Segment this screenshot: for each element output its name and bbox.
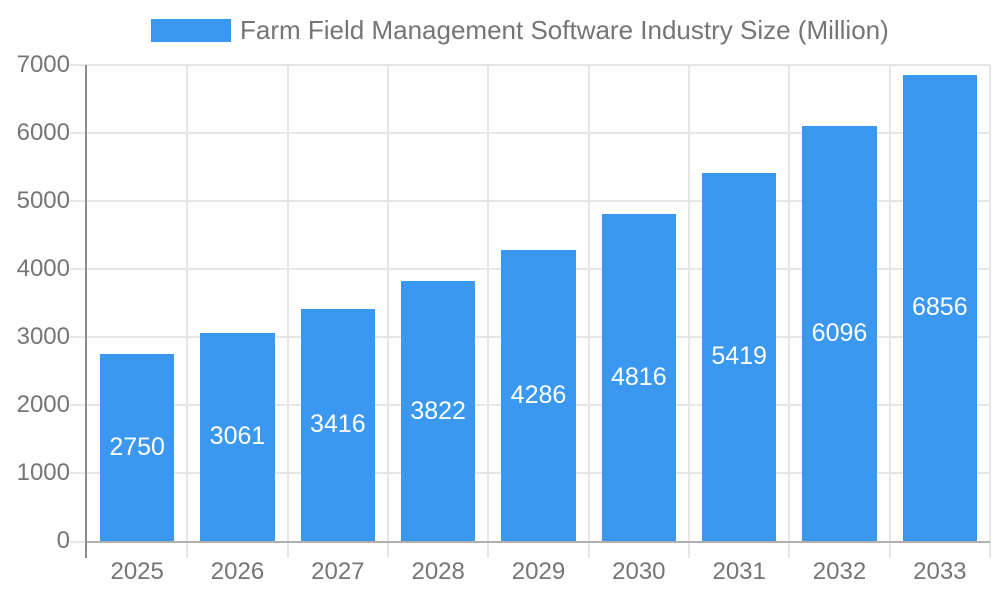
chart-legend[interactable]: Farm Field Management Software Industry …: [151, 14, 889, 45]
x-axis-tick-label: 2026: [210, 558, 265, 585]
bar-2026[interactable]: 3061: [200, 332, 275, 541]
y-axis-tick-label: 6000: [16, 119, 70, 146]
x-axis-tick-label: 2030: [612, 558, 666, 585]
bar-value-label: 3822: [410, 396, 466, 425]
bar-value-label: 2750: [109, 433, 165, 461]
x-axis-tick-label: 2029: [511, 558, 566, 585]
y-axis-tick-label: 4000: [16, 255, 70, 282]
y-axis-tick-label: 5000: [16, 187, 70, 214]
bar-2025[interactable]: 2750: [100, 354, 175, 541]
x-gridline: [989, 65, 991, 558]
x-gridline: [788, 65, 791, 558]
y-axis-tick-label: 2000: [16, 391, 70, 418]
x-gridline: [487, 65, 490, 558]
y-gridline: [70, 64, 990, 66]
x-axis-tick-label: 2031: [712, 558, 766, 585]
x-gridline: [587, 65, 590, 558]
bar-2028[interactable]: 3822: [401, 281, 476, 541]
x-gridline: [687, 65, 690, 558]
bar-value-label: 6856: [912, 293, 968, 322]
bar-2029[interactable]: 4286: [501, 249, 576, 541]
x-axis-tick-label: 2027: [311, 558, 365, 585]
y-axis-tick-label: 3000: [16, 323, 70, 350]
y-axis-tick-label: 1000: [16, 459, 70, 486]
bar-2033[interactable]: 6856: [902, 74, 977, 541]
bar-value-label: 4286: [510, 380, 567, 409]
y-axis-line: [85, 65, 87, 558]
x-gridline: [386, 65, 389, 558]
bar-2032[interactable]: 6096: [802, 126, 877, 541]
bar-value-label: 6096: [811, 319, 868, 348]
y-gridline: [70, 200, 990, 202]
legend-swatch: [151, 18, 231, 42]
y-gridline: [70, 132, 990, 134]
x-axis-tick-label: 2032: [812, 558, 867, 585]
x-axis-tick-label: 2028: [411, 558, 465, 585]
x-axis-tick-label: 2025: [110, 558, 164, 585]
x-gridline: [888, 65, 891, 558]
x-axis-tick-label: 2033: [913, 558, 967, 585]
bar-value-label: 5419: [711, 342, 767, 371]
y-axis-tick-label: 0: [56, 527, 70, 554]
bar-2031[interactable]: 5419: [702, 172, 777, 541]
y-axis-tick-label: 7000: [16, 51, 70, 78]
bar-2030[interactable]: 4816: [601, 213, 676, 541]
x-axis-line: [87, 541, 990, 543]
bar-value-label: 4816: [611, 362, 667, 391]
bar-2027[interactable]: 3416: [300, 308, 375, 541]
legend-label: Farm Field Management Software Industry …: [240, 14, 889, 45]
bar-value-label: 3416: [310, 410, 366, 439]
x-gridline: [286, 65, 289, 558]
x-gridline: [186, 65, 189, 558]
plot-area: 2750 3061 3416 3822 4286 4816 5419 6096 6856: [70, 64, 991, 558]
y-tick-mark: [70, 541, 85, 543]
bar-value-label: 3061: [209, 422, 266, 451]
